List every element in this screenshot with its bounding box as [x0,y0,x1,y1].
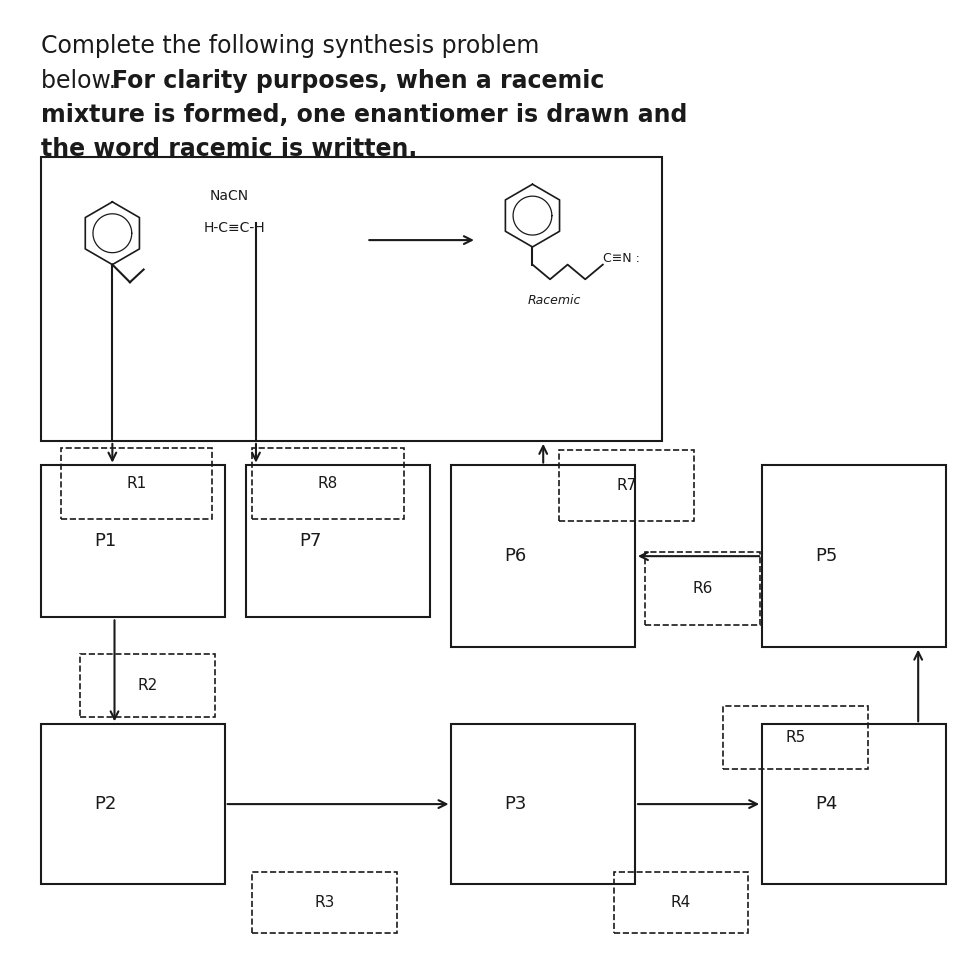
Text: P1: P1 [94,532,116,551]
Text: P7: P7 [299,532,321,551]
Text: R8: R8 [318,476,338,491]
Bar [61,448,212,519]
Text: C≡N :: C≡N : [603,252,640,266]
Text: mixture is formed, one enantiomer is drawn and: mixture is formed, one enantiomer is dra… [41,103,688,126]
Bar [41,724,225,884]
Text: R4: R4 [671,895,691,910]
Bar [614,872,748,933]
Bar [645,552,760,625]
Text: P6: P6 [504,547,527,565]
Bar [723,706,868,769]
Text: R6: R6 [693,581,712,596]
Text: P2: P2 [94,795,116,813]
Text: R3: R3 [315,895,334,910]
Text: the word racemic is written.: the word racemic is written. [41,137,417,161]
Text: Complete the following synthesis problem: Complete the following synthesis problem [41,34,539,58]
Text: R2: R2 [138,678,157,693]
Text: R1: R1 [126,476,147,491]
Text: below.: below. [41,69,124,92]
Bar [559,450,694,521]
Bar [451,466,635,647]
Bar [762,466,946,647]
Bar [451,724,635,884]
Bar [246,466,430,617]
Text: Racemic: Racemic [528,294,581,307]
Bar [252,872,397,933]
Bar [41,157,662,441]
Text: NaCN: NaCN [210,189,249,203]
Bar [762,724,946,884]
Text: P5: P5 [815,547,837,565]
Text: H-C≡C-H: H-C≡C-H [203,220,265,234]
Text: R5: R5 [786,730,805,745]
Bar [80,654,215,717]
Bar [252,448,404,519]
Text: For clarity purposes, when a racemic: For clarity purposes, when a racemic [112,69,605,92]
Bar [41,466,225,617]
Text: R7: R7 [616,478,636,493]
Text: P4: P4 [815,795,837,813]
Text: P3: P3 [504,795,527,813]
